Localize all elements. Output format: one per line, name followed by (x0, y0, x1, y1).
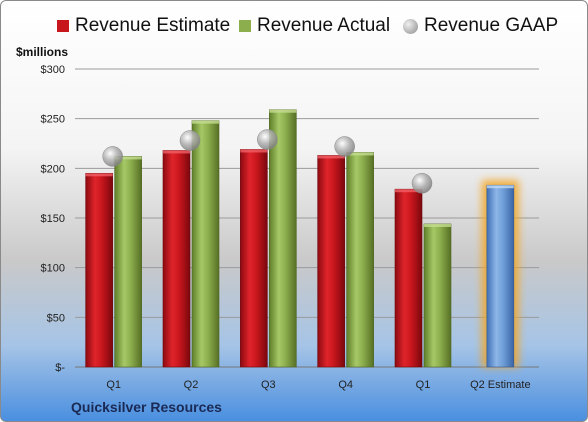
legend-swatch-gray-dot (403, 18, 418, 34)
legend-label: Revenue GAAP (424, 15, 559, 36)
bar-top-highlight (346, 152, 374, 156)
bar-top-highlight (163, 150, 190, 154)
y-tick-label: $250 (41, 114, 65, 126)
legend-label: Revenue Estimate (75, 15, 231, 36)
legend-swatch-green (239, 20, 251, 32)
x-tick-label: Q4 (338, 379, 353, 391)
point-revenue-gaap (257, 129, 278, 150)
x-tick-label: Q2 Estimate (470, 379, 531, 391)
y-tick-label: $300 (41, 64, 65, 76)
legend-label: Revenue Actual (257, 15, 391, 36)
company-name: Quicksilver Resources (71, 399, 222, 415)
bar-revenue-actual (346, 152, 374, 368)
bar-top-highlight (114, 156, 142, 160)
legend: Revenue Estimate Revenue Actual Revenue … (41, 15, 577, 45)
bar-top-highlight (269, 109, 297, 113)
y-tick-label: $100 (41, 263, 65, 275)
y-tick-label: $200 (41, 163, 65, 175)
point-revenue-gaap (334, 136, 355, 157)
point-revenue-gaap (179, 130, 201, 151)
bar-revenue-estimate-forward (486, 184, 515, 368)
bar-revenue-estimate (85, 173, 113, 368)
bar-revenue-estimate (162, 150, 191, 368)
legend-item-revenue-gaap: Revenue GAAP (403, 15, 558, 37)
y-axis-unit-label: $millions (16, 45, 69, 59)
bar-revenue-estimate (394, 188, 423, 368)
x-tick-label: Q3 (261, 379, 276, 391)
bar-revenue-actual (269, 109, 297, 368)
x-tick-label: Q1 (416, 379, 431, 391)
legend-item-revenue-estimate: Revenue Estimate (57, 15, 230, 37)
bar-revenue-estimate (240, 149, 268, 368)
bar-top-highlight (424, 223, 451, 227)
legend-item-revenue-actual: Revenue Actual (239, 15, 390, 37)
x-tick-label: Q2 (184, 379, 199, 391)
bar-top-highlight (192, 120, 219, 124)
bar-revenue-estimate (317, 155, 345, 368)
bar-revenue-actual (423, 223, 452, 368)
x-tick-label: Q1 (106, 379, 121, 391)
bar-top-highlight (486, 185, 514, 189)
y-tick-label: $- (55, 362, 65, 374)
y-tick-label: $150 (41, 213, 65, 225)
bar-top-highlight (85, 173, 113, 177)
bar-revenue-actual (114, 156, 142, 368)
point-revenue-gaap (411, 172, 433, 194)
bar-top-highlight (317, 155, 345, 159)
bar-top-highlight (240, 149, 268, 153)
legend-swatch-red (57, 20, 69, 32)
y-tick-label: $50 (47, 312, 65, 324)
bar-top-highlight (395, 189, 422, 193)
bar-revenue-actual (191, 120, 220, 368)
point-revenue-gaap (102, 146, 123, 167)
